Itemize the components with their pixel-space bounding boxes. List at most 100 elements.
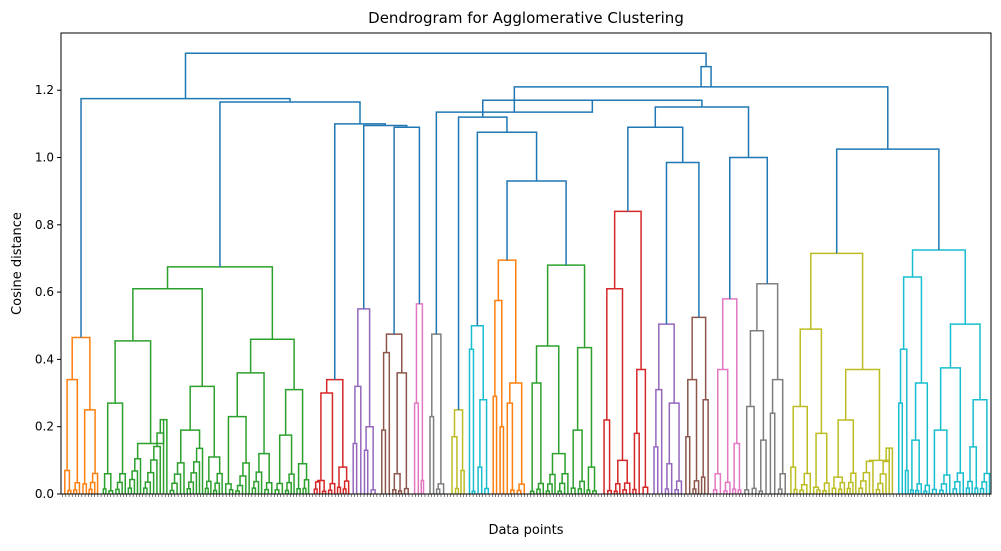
dendrogram-link <box>691 316 707 400</box>
dendrogram-link <box>460 469 465 494</box>
dendrogram-link <box>557 490 563 494</box>
dendrogram-link <box>453 409 464 471</box>
y-axis-label: Cosine distance <box>10 212 25 315</box>
dendrogram-link <box>420 479 425 494</box>
dendrogram-link <box>479 399 488 489</box>
dendrogram-link <box>904 469 909 494</box>
dendrogram-link <box>674 489 679 494</box>
dendrogram-link <box>911 439 920 490</box>
dendrogram-link <box>314 481 321 494</box>
dendrogram-link <box>80 97 291 338</box>
dendrogram-link <box>875 488 881 494</box>
dendrogram-link <box>102 488 107 494</box>
dendrogram-link <box>513 86 889 150</box>
dendrogram-link <box>846 487 851 494</box>
dendrogram-link <box>675 480 683 494</box>
dendrogram-link <box>365 425 374 490</box>
dendrogram-link <box>142 487 148 494</box>
dendrogram-link <box>242 462 250 494</box>
dendrogram-link <box>74 481 81 494</box>
dendrogram-link <box>712 489 718 494</box>
dendrogram-link <box>227 415 247 484</box>
dendrogram-link <box>664 488 670 494</box>
y-axis: 0.0 0.2 0.4 0.6 0.8 1.0 1.2 <box>35 83 61 501</box>
dendrogram-link <box>862 471 871 494</box>
dendrogram-link <box>251 487 257 494</box>
dendrogram-link <box>587 466 596 492</box>
dendrogram-link <box>288 473 295 494</box>
dendrogram-link <box>72 489 78 494</box>
dendrogram-link <box>228 489 234 494</box>
dendrogram-link <box>208 456 221 482</box>
dendrogram-link <box>153 445 161 494</box>
dendrogram-link <box>302 487 307 494</box>
dendrogram-link <box>949 323 981 400</box>
dendrogram-link <box>214 482 221 494</box>
dendrogram-link <box>327 489 333 494</box>
x-axis-label: Data points <box>488 523 563 538</box>
dendrogram-link <box>363 449 369 494</box>
dendrogram-link <box>837 419 855 478</box>
dendrogram-link <box>166 266 274 340</box>
dendrogram-link <box>494 299 503 427</box>
dendrogram-link <box>454 487 460 494</box>
dendrogram-link <box>236 372 265 454</box>
dendrogram-link <box>939 489 944 494</box>
dendrogram-link <box>296 487 301 494</box>
dendrogram-link <box>923 490 928 494</box>
dendrogram-link <box>902 276 923 383</box>
dendrogram-link <box>915 489 920 494</box>
dendrogram-link <box>751 487 757 494</box>
dendrogram-link <box>415 303 424 481</box>
dendrogram-link <box>815 432 828 488</box>
dendrogram-link <box>940 483 948 494</box>
y-tick-label: 0.8 <box>35 218 54 232</box>
dendrogram-link <box>816 489 821 494</box>
dendrogram-link <box>258 452 270 483</box>
dendrogram-link <box>119 472 127 494</box>
dendrogram-link <box>481 99 703 118</box>
dendrogram-link <box>536 488 541 494</box>
dendrogram-link <box>558 482 566 494</box>
dendrogram-link <box>186 487 192 494</box>
dendrogram-link <box>342 488 347 494</box>
dendrogram-link <box>835 148 940 254</box>
dendrogram-link <box>665 161 700 325</box>
dendrogram-link <box>535 345 560 454</box>
dendrogram-link <box>933 429 948 490</box>
dendrogram-link <box>799 328 823 434</box>
dendrogram-link <box>468 348 475 494</box>
dendrogram-link <box>71 336 91 410</box>
dendrogram-link <box>939 367 962 473</box>
dendrogram-link <box>393 473 401 491</box>
dendrogram-link <box>64 469 71 494</box>
dendrogram-link <box>255 471 263 494</box>
dendrogram-link <box>642 486 649 494</box>
dendrogram-link <box>799 489 805 494</box>
dendrogram-link <box>777 488 783 494</box>
dendrogram-link <box>212 489 218 494</box>
dendrogram-link <box>276 482 284 494</box>
dendrogram-link <box>653 446 659 494</box>
dendrogram-link <box>103 473 112 491</box>
dendrogram-link <box>435 488 441 494</box>
dendrogram-link <box>497 259 517 383</box>
dendrogram-link <box>506 180 567 266</box>
dendrogram-link <box>732 488 737 494</box>
dendrogram-link <box>171 482 178 494</box>
dendrogram-link <box>173 473 182 494</box>
y-tick-label: 0.0 <box>35 487 54 501</box>
dendrogram-link <box>655 388 663 494</box>
dendrogram-link <box>115 488 120 494</box>
dendrogram-link <box>249 338 295 390</box>
dendrogram-link <box>225 483 232 494</box>
dendrogram-link <box>865 460 874 494</box>
dendrogram-link <box>429 415 435 494</box>
dendrogram-link <box>714 473 722 494</box>
dendrogram-link <box>204 487 209 494</box>
dendrogram-link <box>983 472 991 494</box>
dendrogram-link <box>236 484 244 494</box>
dendrogram-link <box>546 483 553 494</box>
dendrogram-link <box>67 489 72 494</box>
dendrogram-link <box>627 126 684 212</box>
